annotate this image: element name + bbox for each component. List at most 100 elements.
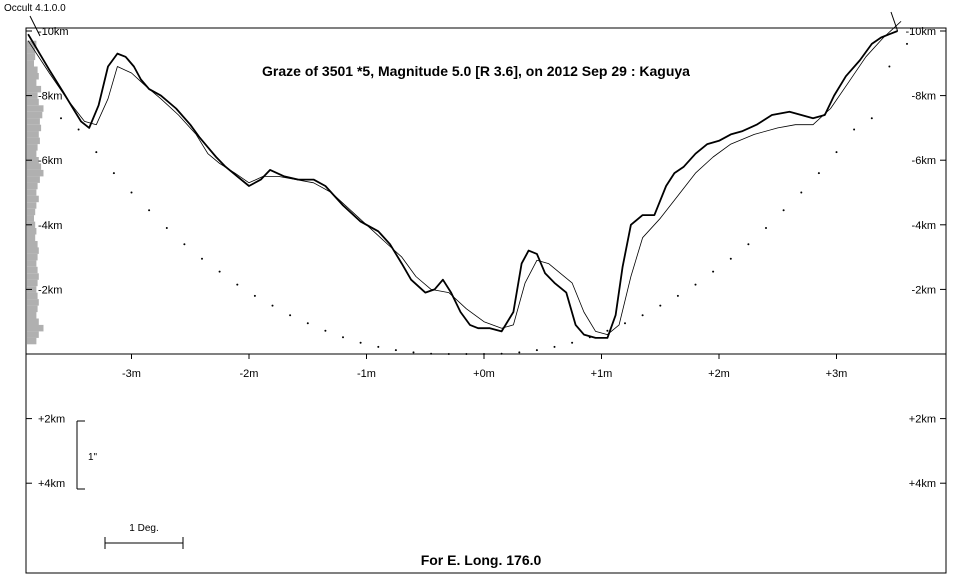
graze-dot-19: [394, 349, 397, 352]
graze-dot-25: [500, 352, 503, 355]
histogram-bar-29: [27, 228, 37, 235]
histogram-bar-5: [27, 73, 39, 80]
y-tick-label-left-1: -8km: [38, 91, 62, 103]
histogram-bar-37: [27, 279, 38, 287]
graze-dot-42: [800, 191, 803, 194]
histogram-bar-41: [27, 305, 38, 313]
arcsec-scale-bar: [76, 420, 85, 490]
graze-dot-16: [342, 336, 344, 339]
x-axis-ticks: -3m -2m -1m +0m +1m +2m +3m: [122, 354, 847, 380]
y-tick-lower-label-right-0: +2km: [909, 414, 936, 426]
graze-dot-43: [817, 172, 820, 175]
graze-dot-27: [535, 349, 538, 352]
degree-scale-label: 1 Deg.: [129, 523, 158, 534]
graze-dot-7: [183, 243, 186, 246]
graze-dot-21: [430, 352, 433, 355]
y-tick-lower-label-right-1: +4km: [909, 478, 936, 490]
profile-end-pointer: [890, 11, 899, 32]
histogram-bar-15: [27, 137, 40, 145]
histogram-bar-3: [27, 60, 34, 67]
histogram-bar-31: [27, 241, 38, 248]
histogram-bar-14: [27, 131, 39, 138]
x-tick-label-2: -1m: [357, 368, 376, 380]
graze-dot-34: [659, 304, 662, 307]
y-tick-label-right-1: -8km: [912, 91, 936, 103]
version-label: Occult 4.1.0.0: [4, 3, 66, 14]
histogram-bar-16: [27, 144, 38, 151]
graze-dot-20: [412, 351, 415, 354]
y-tick-label-right-2: -6km: [912, 155, 936, 167]
histogram-bar-39: [27, 292, 38, 300]
histogram-bar-24: [27, 195, 39, 203]
graze-dot-26: [518, 351, 521, 354]
histogram-bar-36: [27, 273, 39, 280]
histogram-bar-10: [27, 105, 44, 112]
histogram-bar-35: [27, 266, 38, 274]
histogram-bar-30: [27, 234, 36, 241]
graze-dot-2: [95, 151, 98, 154]
limb-histogram: [27, 40, 44, 345]
graze-dot-31: [606, 329, 609, 332]
histogram-bar-2: [27, 53, 36, 61]
graze-dot-47: [888, 65, 891, 68]
y-tick-lower-label-left-0: +2km: [38, 414, 65, 426]
x-tick-label-1: -2m: [240, 368, 259, 380]
histogram-bar-20: [27, 169, 44, 177]
graze-dot-39: [747, 243, 750, 246]
histogram-bar-6: [27, 79, 37, 86]
y-tick-label-left-0: -10km: [38, 26, 69, 38]
graze-dot-1: [77, 128, 80, 131]
histogram-bar-32: [27, 247, 39, 254]
histogram-bar-18: [27, 157, 39, 164]
degree-scale-bar: [104, 537, 184, 549]
y-tick-label-left-3: -4km: [38, 220, 62, 232]
graze-dot-40: [765, 227, 767, 229]
profile-lines: [27, 11, 902, 339]
graze-dot-37: [712, 270, 715, 273]
chart-title: Graze of 3501 *5, Magnitude 5.0 [R 3.6],…: [262, 63, 690, 79]
graze-dot-18: [377, 345, 380, 348]
histogram-bar-21: [27, 176, 40, 183]
graze-dot-48: [906, 42, 908, 45]
arcsec-scale-label: 1": [88, 452, 98, 463]
histogram-bar-26: [27, 208, 36, 216]
histogram-bar-1: [27, 47, 36, 54]
histogram-bar-22: [27, 182, 38, 190]
graze-dot-44: [835, 151, 838, 154]
graze-path-dots: [60, 42, 908, 355]
histogram-bar-27: [27, 215, 34, 222]
graze-dot-29: [571, 341, 574, 344]
graze-dot-6: [165, 227, 168, 229]
graze-dot-13: [289, 314, 292, 317]
graze-dot-14: [306, 322, 309, 325]
longitude-footer: For E. Long. 176.0: [421, 552, 542, 568]
y-tick-label-right-3: -4km: [912, 220, 936, 232]
x-tick-label-6: +3m: [826, 368, 848, 380]
graze-dot-12: [271, 304, 274, 307]
histogram-bar-13: [27, 124, 42, 132]
graze-dot-15: [324, 329, 327, 332]
histogram-bar-23: [27, 189, 37, 196]
graze-dot-38: [729, 257, 732, 260]
histogram-bar-19: [27, 163, 42, 170]
graze-dot-9: [218, 270, 221, 273]
x-tick-label-4: +1m: [591, 368, 613, 380]
histogram-bar-43: [27, 318, 39, 325]
graze-dot-35: [676, 294, 679, 297]
graze-dot-5: [148, 209, 151, 212]
graze-dot-33: [641, 314, 644, 317]
graze-dot-17: [359, 341, 362, 344]
graze-dot-10: [236, 283, 239, 286]
x-tick-label-3: +0m: [473, 368, 495, 380]
y-tick-label-right-0: -10km: [905, 26, 936, 38]
x-tick-label-0: -3m: [122, 368, 141, 380]
kaguya-profile-line: [27, 30, 898, 339]
graze-dot-11: [253, 294, 256, 297]
plot-frame: [25, 27, 947, 574]
histogram-bar-9: [27, 98, 39, 106]
y-tick-label-left-2: -6km: [38, 155, 62, 167]
version-pointer: [29, 15, 41, 37]
graze-dot-3: [112, 172, 115, 175]
histogram-bar-4: [27, 66, 38, 73]
graze-dot-22: [447, 353, 450, 355]
